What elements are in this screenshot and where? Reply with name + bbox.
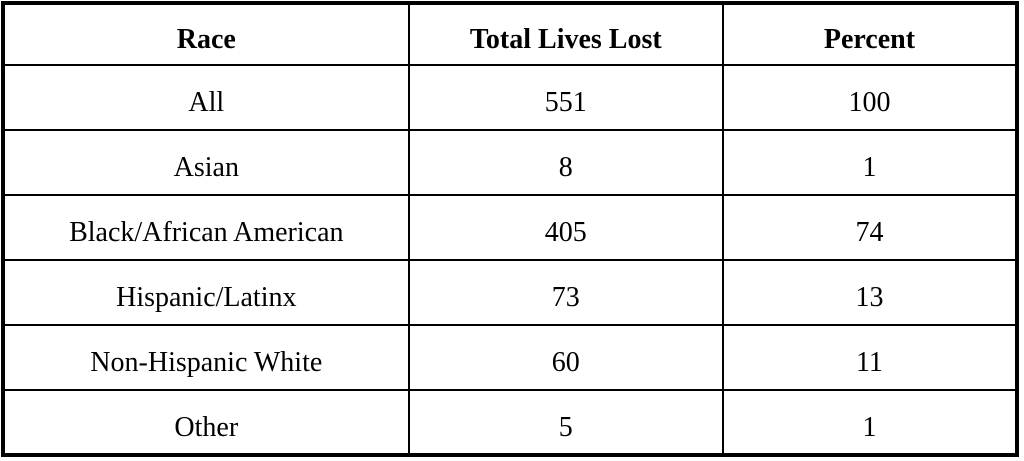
percent-cell: 1 bbox=[721, 129, 1019, 196]
race-cell: Other bbox=[2, 389, 410, 456]
race-cell: Black/African American bbox=[2, 194, 410, 261]
table-header-row: Race Total Lives Lost Percent bbox=[2, 2, 1019, 66]
race-cell: All bbox=[2, 64, 410, 131]
percent-cell: 13 bbox=[721, 259, 1019, 326]
table-row: Black/African American 405 74 bbox=[2, 194, 1019, 261]
percent-cell: 11 bbox=[721, 324, 1019, 391]
table-row: Hispanic/Latinx 73 13 bbox=[2, 259, 1019, 326]
total-lives-lost-cell: 73 bbox=[407, 259, 724, 326]
table-row: All 551 100 bbox=[2, 64, 1019, 131]
column-header-total-lives-lost: Total Lives Lost bbox=[407, 2, 724, 66]
table-row: Non-Hispanic White 60 11 bbox=[2, 324, 1019, 391]
percent-cell: 74 bbox=[721, 194, 1019, 261]
total-lives-lost-cell: 405 bbox=[407, 194, 724, 261]
total-lives-lost-cell: 5 bbox=[407, 389, 724, 456]
column-header-percent: Percent bbox=[721, 2, 1019, 66]
total-lives-lost-cell: 60 bbox=[407, 324, 724, 391]
race-cell: Asian bbox=[2, 129, 410, 196]
total-lives-lost-cell: 551 bbox=[407, 64, 724, 131]
table-row: Asian 8 1 bbox=[2, 129, 1019, 196]
table-row: Other 5 1 bbox=[2, 389, 1019, 456]
percent-cell: 100 bbox=[721, 64, 1019, 131]
race-cell: Hispanic/Latinx bbox=[2, 259, 410, 326]
percent-cell: 1 bbox=[721, 389, 1019, 456]
total-lives-lost-cell: 8 bbox=[407, 129, 724, 196]
race-cell: Non-Hispanic White bbox=[2, 324, 410, 391]
column-header-race: Race bbox=[2, 2, 410, 66]
